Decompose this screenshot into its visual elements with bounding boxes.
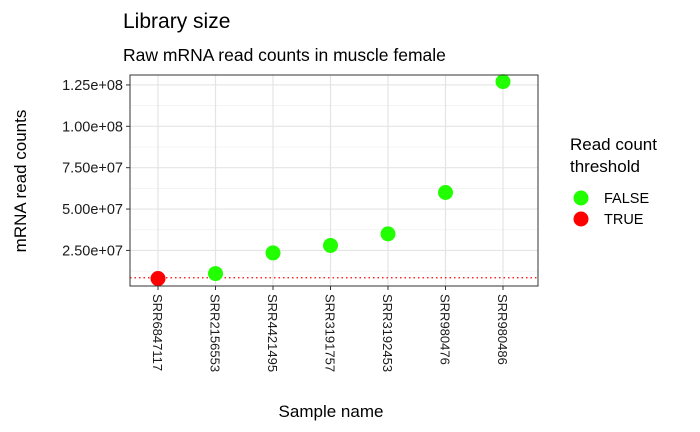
x-tick-label: SRR2156553 [208, 294, 223, 372]
legend-key-true [573, 211, 589, 227]
y-tick-label: 1.25e+08 [62, 78, 123, 94]
data-point [208, 266, 223, 282]
chart-subtitle: Raw mRNA read counts in muscle female [123, 45, 446, 65]
x-tick-label: SRR980476 [438, 294, 453, 365]
x-tick-label: SRR3191757 [323, 294, 338, 372]
x-tick-label: SRR3192453 [380, 294, 395, 372]
legend-title-line1: Read count [570, 135, 657, 154]
y-tick-label: 2.50e+07 [62, 243, 123, 259]
data-point [495, 74, 511, 90]
data-point [323, 237, 338, 253]
legend-title-line2: threshold [570, 157, 640, 176]
x-axis-label: Sample name [279, 402, 384, 421]
y-tick-label: 7.50e+07 [62, 161, 123, 177]
y-tick-label: 1.00e+08 [62, 119, 123, 135]
y-axis-label: mRNA read counts [11, 110, 30, 253]
x-tick-label: SRR980486 [495, 294, 510, 365]
legend: Read count threshold FALSE TRUE [570, 135, 657, 228]
legend-label-true: TRUE [604, 212, 644, 228]
legend-label-false: FALSE [604, 191, 649, 207]
panel-background [130, 75, 538, 286]
plot-panel: 2.50e+07 5.00e+07 7.50e+07 1.00e+08 1.25e+08… [62, 74, 539, 372]
data-point [380, 226, 396, 242]
data-point [150, 271, 166, 287]
panel-border [129, 74, 539, 287]
legend-key-false [573, 190, 589, 206]
chart-title: Library size [123, 10, 230, 33]
data-point [265, 245, 281, 261]
y-tick-label: 5.00e+07 [62, 202, 123, 218]
x-tick-label: SRR4421495 [265, 294, 280, 372]
data-point [438, 184, 453, 200]
x-tick-label: SRR6847117 [150, 294, 165, 371]
